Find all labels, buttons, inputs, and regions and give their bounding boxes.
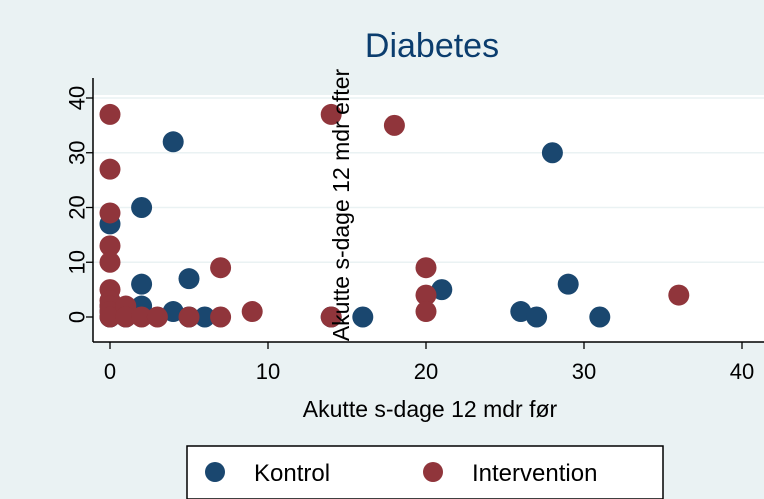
data-point-kontrol xyxy=(526,306,548,328)
data-points xyxy=(99,103,690,328)
data-point-intervention xyxy=(99,306,121,328)
x-tick-label: 10 xyxy=(256,359,280,384)
data-point-intervention xyxy=(99,235,121,257)
data-point-intervention xyxy=(415,257,437,279)
y-tick-label: 0 xyxy=(65,311,90,323)
data-point-intervention xyxy=(210,306,232,328)
data-point-intervention xyxy=(668,284,690,306)
data-point-kontrol xyxy=(131,273,153,295)
data-point-kontrol xyxy=(178,268,200,290)
data-point-kontrol xyxy=(510,301,532,323)
data-point-kontrol xyxy=(431,279,453,301)
data-point-intervention xyxy=(415,284,437,306)
data-point-intervention xyxy=(320,306,342,328)
data-point-intervention xyxy=(383,114,405,136)
data-point-intervention xyxy=(178,306,200,328)
data-point-intervention xyxy=(115,306,137,328)
y-tick-label: 20 xyxy=(65,195,90,219)
data-point-kontrol xyxy=(194,306,216,328)
data-point-intervention xyxy=(210,257,232,279)
tick-labels: 0 10 20 30 40 0 10 20 30 40 xyxy=(65,86,755,384)
legend-marker-intervention xyxy=(423,462,443,482)
x-tick-label: 30 xyxy=(572,359,596,384)
data-point-kontrol xyxy=(131,197,153,218)
legend-label-kontrol: Kontrol xyxy=(254,460,330,487)
data-point-kontrol xyxy=(352,306,374,328)
chart-title: Diabetes xyxy=(365,27,499,65)
y-tick-label: 10 xyxy=(65,250,90,274)
data-point-kontrol xyxy=(557,273,579,295)
axes xyxy=(86,78,764,349)
data-point-intervention xyxy=(241,301,263,323)
y-tick-label: 30 xyxy=(65,141,90,165)
data-point-kontrol xyxy=(589,306,611,328)
legend-marker-kontrol xyxy=(205,462,225,482)
data-point-kontrol xyxy=(162,301,184,323)
x-tick-label: 0 xyxy=(104,359,116,384)
data-point-intervention xyxy=(99,251,121,273)
data-point-intervention xyxy=(415,301,437,323)
data-point-intervention xyxy=(131,306,153,328)
data-point-kontrol xyxy=(162,131,184,153)
data-point-kontrol xyxy=(541,142,563,164)
y-tick-label: 40 xyxy=(65,86,90,110)
data-point-intervention xyxy=(99,202,121,224)
legend: Kontrol Intervention xyxy=(186,445,664,499)
y-axis-title: Akutte s-dage 12 mdr efter xyxy=(328,69,354,342)
x-tick-label: 20 xyxy=(414,359,438,384)
legend-label-intervention: Intervention xyxy=(472,460,597,487)
data-point-intervention xyxy=(99,158,121,180)
data-point-intervention xyxy=(146,306,168,328)
x-tick-label: 40 xyxy=(730,359,754,384)
data-point-intervention xyxy=(99,103,121,125)
data-point-intervention xyxy=(320,103,342,125)
x-axis-title: Akutte s-dage 12 mdr før xyxy=(303,396,558,422)
